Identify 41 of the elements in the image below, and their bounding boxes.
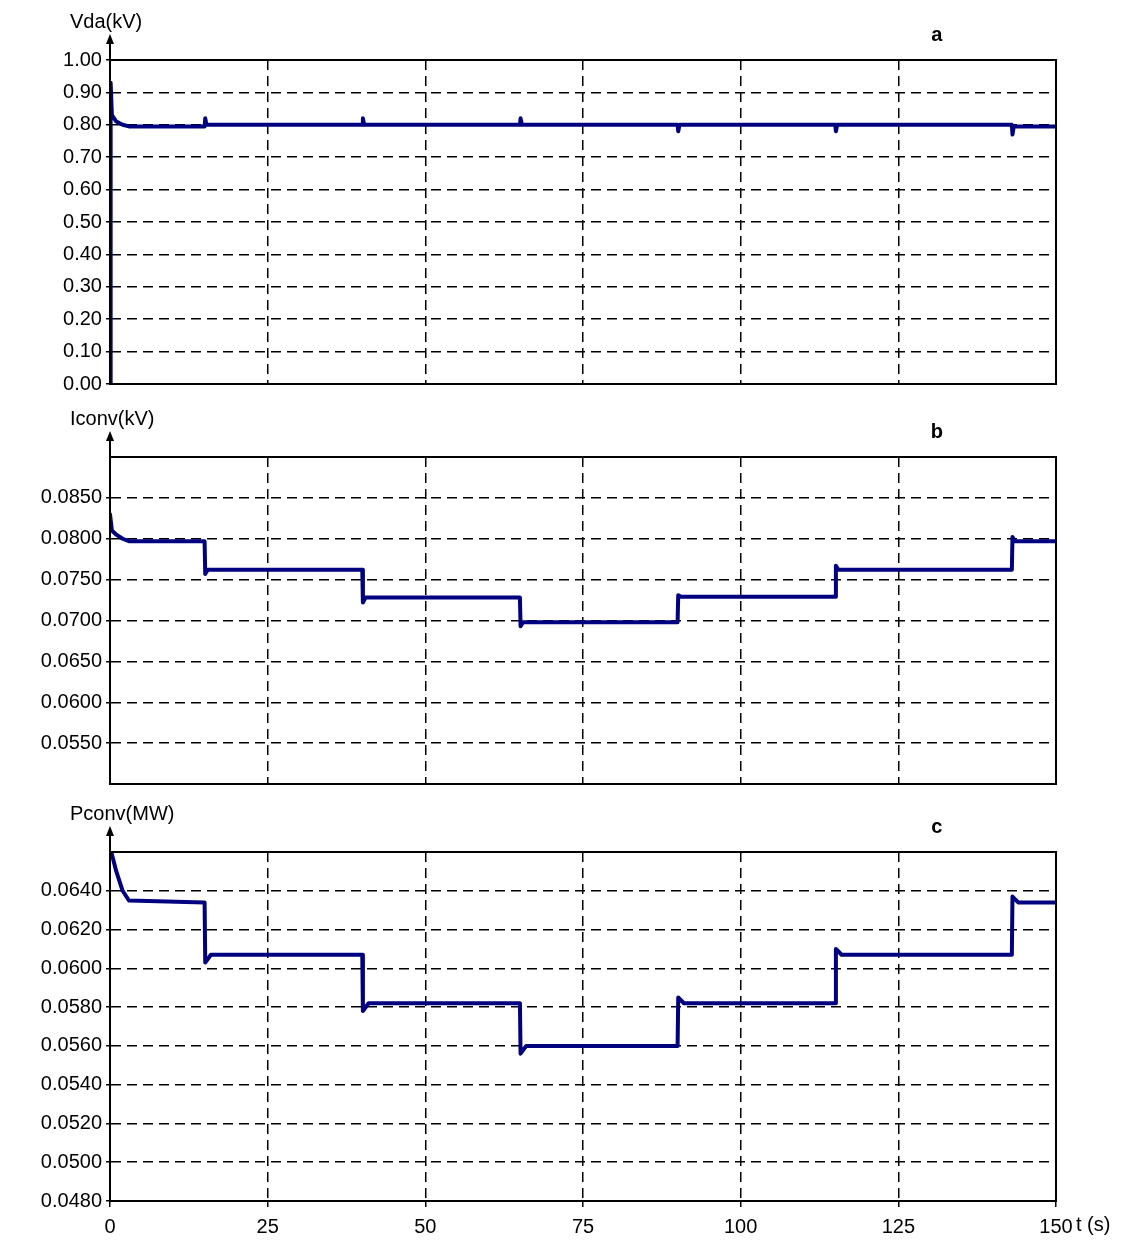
y-tick-label: 0.0600 xyxy=(40,689,102,712)
x-tick-label: 125 xyxy=(881,1214,916,1237)
y-tick-label: 0.0580 xyxy=(40,994,102,1017)
y-tick-label: 0.0800 xyxy=(40,526,102,549)
y-tick-label: 0.10 xyxy=(63,339,102,362)
x-tick-label: 75 xyxy=(571,1214,595,1237)
y-tick-label: 0.0540 xyxy=(40,1072,102,1095)
y-tick-label: 0.0750 xyxy=(40,567,102,590)
x-tick-label: 25 xyxy=(256,1214,279,1237)
y-tick-label: 0.0600 xyxy=(40,955,102,978)
chart-title: a xyxy=(931,22,944,45)
y-tick-label: 0.0560 xyxy=(40,1033,102,1056)
x-tick-label: 150 xyxy=(1039,1214,1073,1237)
y-tick-label: 0.20 xyxy=(63,306,102,329)
y-tick-label: 0.0550 xyxy=(40,730,102,753)
y-axis-title: Iconv(kV) xyxy=(70,406,155,429)
y-tick-label: 0.80 xyxy=(63,112,102,135)
y-tick-label: 0.0620 xyxy=(40,917,102,940)
y-axis-title: Pconv(MW) xyxy=(70,801,175,824)
y-tick-label: 0.0500 xyxy=(40,1149,102,1172)
y-tick-label: 1.00 xyxy=(63,47,102,70)
y-tick-label: 0.0650 xyxy=(40,648,102,671)
y-tick-label: 0.0700 xyxy=(40,608,102,631)
y-tick-label: 0.40 xyxy=(63,241,102,264)
y-tick-label: 0.90 xyxy=(63,79,102,102)
y-tick-label: 0.50 xyxy=(63,209,102,232)
y-axis-title: Vda(kV) xyxy=(70,9,143,32)
y-tick-label: 0.0640 xyxy=(40,878,102,901)
y-tick-label: 0.00 xyxy=(63,371,102,394)
y-tick-label: 0.0850 xyxy=(40,485,102,508)
x-tick-label: 0 xyxy=(104,1214,116,1237)
x-tick-label: 100 xyxy=(723,1214,758,1237)
y-tick-label: 0.0480 xyxy=(40,1188,102,1211)
x-axis-title: t (s) xyxy=(1076,1212,1111,1235)
y-tick-label: 0.30 xyxy=(63,274,102,297)
chart-title: c xyxy=(931,814,943,837)
chart-title: b xyxy=(930,419,943,442)
y-tick-label: 0.70 xyxy=(63,144,102,167)
y-tick-label: 0.0520 xyxy=(40,1110,102,1133)
y-tick-label: 0.60 xyxy=(63,177,102,200)
x-tick-label: 50 xyxy=(414,1214,437,1237)
